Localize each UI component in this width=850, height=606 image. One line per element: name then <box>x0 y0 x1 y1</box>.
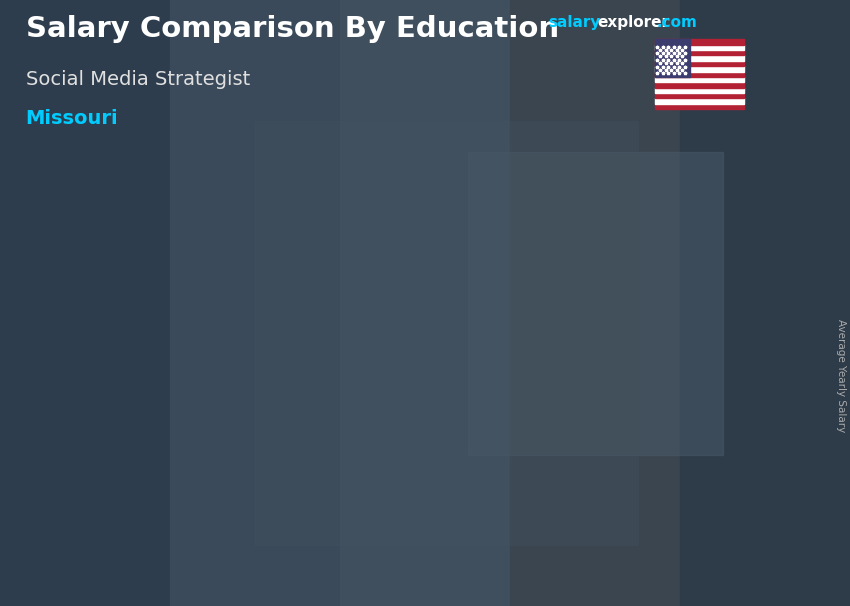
Text: Social Media Strategist: Social Media Strategist <box>26 70 250 88</box>
Bar <box>122 422 213 533</box>
Text: .com: .com <box>656 15 697 30</box>
Bar <box>626 44 706 292</box>
Bar <box>0 0 170 606</box>
Bar <box>654 50 744 56</box>
Bar <box>170 0 340 606</box>
Bar <box>654 72 744 77</box>
Bar <box>255 121 638 545</box>
Bar <box>654 88 744 93</box>
Bar <box>620 285 711 533</box>
Bar <box>654 77 744 82</box>
Text: 84,400 USD: 84,400 USD <box>124 402 211 415</box>
Text: salary: salary <box>548 15 601 30</box>
Bar <box>468 152 722 454</box>
Text: Missouri: Missouri <box>26 109 118 128</box>
Bar <box>533 345 547 533</box>
Bar <box>293 278 374 407</box>
Text: +17%: +17% <box>217 364 284 384</box>
Bar <box>654 82 744 88</box>
Bar <box>654 93 744 98</box>
Bar <box>453 345 459 533</box>
Text: explorer: explorer <box>598 15 670 30</box>
Bar <box>122 422 127 533</box>
Bar <box>288 404 379 533</box>
Text: Average Yearly Salary: Average Yearly Salary <box>836 319 846 432</box>
Bar <box>620 285 626 533</box>
Bar <box>510 0 680 606</box>
Bar <box>454 345 545 533</box>
Bar <box>367 404 381 533</box>
Bar <box>680 0 850 606</box>
Text: 143,000 USD: 143,000 USD <box>451 324 548 338</box>
Bar <box>201 422 215 533</box>
Bar <box>654 66 744 72</box>
Text: 188,000 USD: 188,000 USD <box>617 265 714 278</box>
Bar <box>340 0 510 606</box>
Bar <box>654 61 744 66</box>
Bar <box>654 39 744 45</box>
Bar <box>654 45 744 50</box>
Bar <box>700 285 713 533</box>
Bar <box>654 39 690 77</box>
Text: 98,400 USD: 98,400 USD <box>290 383 377 396</box>
Text: Salary Comparison By Education: Salary Comparison By Education <box>26 15 558 43</box>
Bar <box>654 56 744 61</box>
Bar <box>654 98 744 104</box>
Bar <box>128 314 207 425</box>
Text: +45%: +45% <box>382 305 450 325</box>
Bar <box>459 161 540 350</box>
Text: +31%: +31% <box>549 245 616 265</box>
Bar <box>654 104 744 109</box>
Bar <box>287 404 293 533</box>
